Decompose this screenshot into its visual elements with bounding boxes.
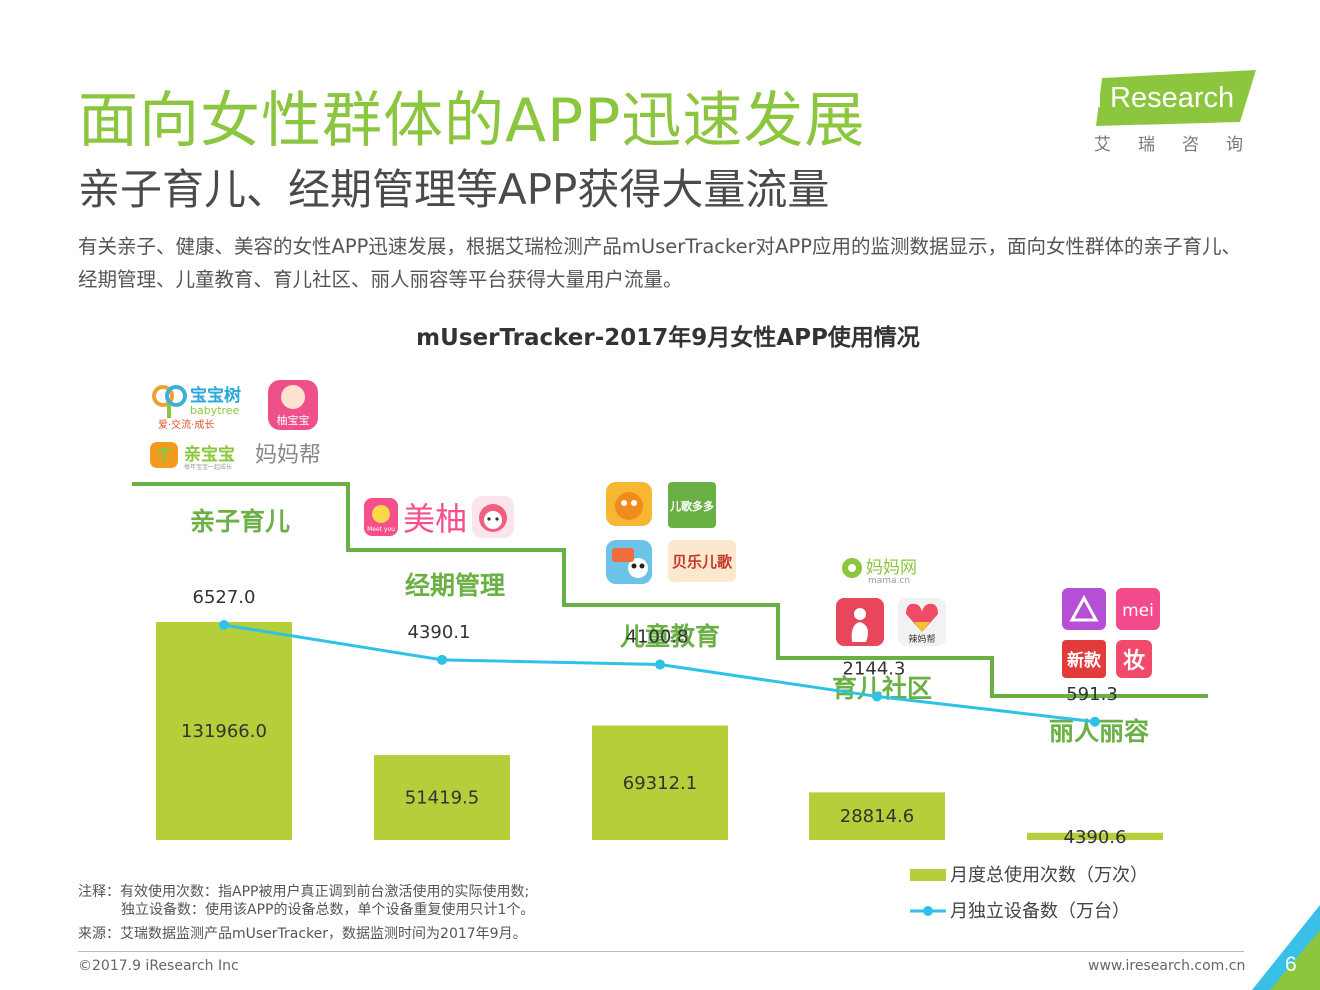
iresearch-logo: i Research 艾瑞咨询 (1090, 70, 1260, 160)
kids-panda-icon (606, 540, 652, 584)
mamabang-logo: 妈妈帮 (255, 443, 321, 468)
zhuang-icon: 妆 (1116, 640, 1152, 678)
note-line-2: 独立设备数：使用该APP的设备总数，单个设备重复使用只计1个。 (121, 902, 535, 918)
babytree-tagline: 爱·交流·成长 (158, 418, 214, 431)
meiyou-name: 美柚 (403, 500, 467, 538)
qinbaobao-logo: 亲宝宝 每年宝宝一起成长 (150, 442, 235, 471)
mamawang-logo: 妈妈网 mama.cn (842, 558, 917, 586)
line-value-label-4: 591.3 (1066, 684, 1118, 705)
kids-dragon-icon (606, 482, 652, 526)
bar-0 (156, 622, 292, 840)
logo-chinese: 艾瑞咨询 (1094, 135, 1270, 155)
meiyou-icon: Meet you (364, 498, 398, 536)
meiyou-badge: Meet you (367, 526, 395, 533)
qinbaobao-tagline: 每年宝宝一起成长 (184, 463, 232, 471)
babytree-logo: 宝宝树 babytree 爱·交流·成长 (152, 385, 241, 431)
chart-title: mUserTracker-2017年9月女性APP使用情况 (416, 325, 920, 351)
youbaobao-label: 柚宝宝 (277, 413, 310, 427)
main-title: 面向女性群体的APP迅速发展 (78, 86, 866, 156)
bar-value-label-3: 28814.6 (840, 806, 914, 827)
mei-label: mei (1122, 601, 1154, 621)
corner-decoration-green (1270, 930, 1320, 990)
step-line (132, 482, 1208, 698)
erge-duoduo-icon: 儿歌多多 (668, 482, 716, 528)
legend-line-label: 月独立设备数（万台） (950, 901, 1130, 922)
logo-banner (1096, 70, 1256, 126)
pregnancy-app-icon (836, 598, 884, 646)
bar-value-label-4: 4390.6 (1064, 827, 1127, 848)
beauty-app-icon (1062, 588, 1106, 630)
lamabang-label: 辣妈帮 (908, 633, 935, 645)
line-point-4 (1090, 716, 1100, 727)
mamawang-latin: mama.cn (868, 576, 910, 586)
xinkuan-icon: 新款 (1062, 640, 1106, 678)
tingerge-label: 贝乐儿歌 (672, 553, 733, 571)
line-point-3 (872, 691, 882, 702)
erge-label: 儿歌多多 (669, 499, 714, 513)
bar-3 (809, 792, 945, 840)
legend-line-marker (923, 906, 933, 916)
tingerge-icon: 贝乐儿歌 (668, 540, 736, 582)
logo-i: i (1094, 82, 1103, 114)
babytree-name: 宝宝树 (190, 385, 241, 406)
babytree-latin: babytree (190, 404, 240, 417)
footer-divider (78, 951, 1244, 952)
mamawang-name: 妈妈网 (866, 558, 917, 578)
legend-bar-swatch (910, 869, 946, 881)
youbaobao-icon: 柚宝宝 (268, 380, 318, 430)
bar-value-label-1: 51419.5 (405, 788, 479, 809)
xinkuan-label: 新款 (1067, 650, 1102, 671)
bar-2 (592, 725, 728, 840)
website-link[interactable]: www.iresearch.com.cn (1088, 958, 1246, 974)
page-number: 6 (1285, 953, 1297, 976)
bar-4 (1027, 832, 1163, 840)
line-value-label-1: 4390.1 (408, 622, 471, 643)
period-app-icon (472, 496, 514, 538)
line-value-label-2: 4100.8 (626, 627, 689, 648)
zhuang-label: 妆 (1123, 649, 1145, 674)
category-label-2: 儿童教育 (620, 622, 720, 651)
category-label-0: 亲子育儿 (190, 507, 290, 536)
description: 有关亲子、健康、美容的女性APP迅速发展，根据艾瑞检测产品mUserTracke… (78, 235, 1242, 291)
line-point-2 (655, 659, 665, 670)
logo-brand: Research (1110, 82, 1235, 114)
copyright: ©2017.9 iResearch Inc (78, 958, 239, 974)
bar-value-label-0: 131966.0 (181, 721, 267, 742)
sub-title: 亲子育儿、经期管理等APP获得大量流量 (78, 165, 830, 214)
bar-1 (374, 755, 510, 840)
legend-bar-label: 月度总使用次数（万次） (950, 865, 1148, 886)
bar-value-label-2: 69312.1 (623, 773, 697, 794)
line-point-0 (219, 620, 229, 630)
category-label-1: 经期管理 (405, 571, 505, 600)
qinbaobao-name: 亲宝宝 (184, 444, 235, 465)
source-note: 来源：艾瑞数据监测产品mUserTracker，数据监测时间为2017年9月。 (78, 926, 527, 942)
note-line-1: 注释：有效使用次数：指APP被用户真正调到前台激活使用的实际使用数; (78, 884, 530, 900)
line-value-label-0: 6527.0 (193, 587, 256, 608)
lamabang-icon: 辣妈帮 (898, 598, 946, 646)
mei-icon: mei (1116, 588, 1160, 630)
line-point-1 (437, 654, 447, 665)
line-value-label-3: 2144.3 (843, 658, 906, 679)
